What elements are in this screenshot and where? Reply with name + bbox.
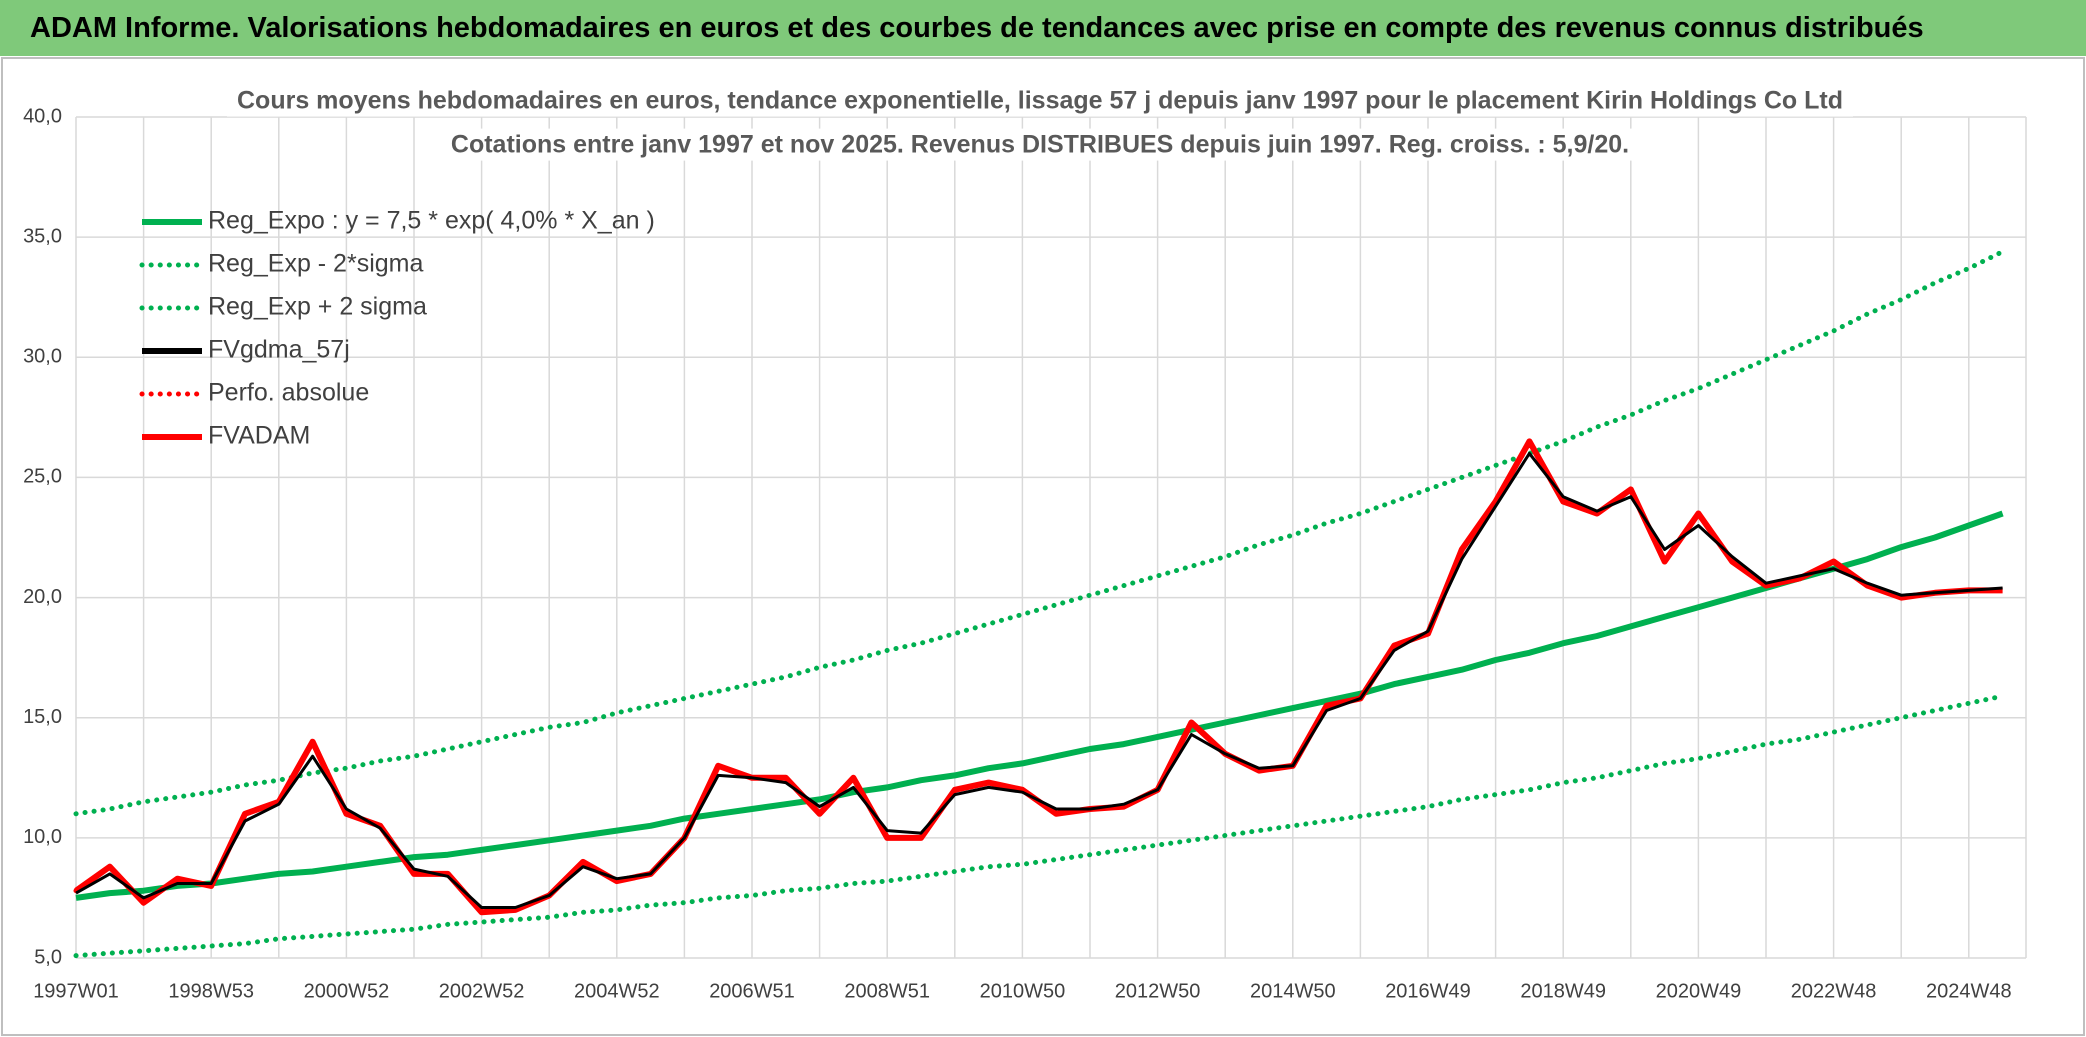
series-line: [75, 510, 2004, 901]
x-tick-label: 2016W49: [1385, 980, 1471, 1002]
x-tick-label: 1997W01: [33, 980, 119, 1002]
x-tick-label: 2018W49: [1520, 980, 1606, 1002]
legend-label: Perfo. absolue: [208, 379, 369, 407]
y-tick-label: 30,0: [23, 346, 62, 368]
x-tick-label: 2022W48: [1791, 980, 1877, 1002]
x-tick-label: 2008W51: [844, 980, 930, 1002]
x-tick-label: 2006W51: [709, 980, 795, 1002]
y-tick-label: 20,0: [23, 586, 62, 608]
y-tick-label: 15,0: [23, 706, 62, 728]
series-line: [75, 451, 2003, 909]
legend-label: Reg_Exp + 2 sigma: [208, 293, 427, 321]
series-line: [73, 249, 2006, 817]
x-tick-label: 2012W50: [1115, 980, 1201, 1002]
chart: 5,0 10,0 15,0 20,0 25,0 30,0 35,0 40,0 1997W01 19…: [1, 57, 2085, 1036]
chart-frame: [1, 57, 2085, 1036]
title-background: [227, 84, 1853, 117]
y-tick-label: 5,0: [34, 946, 62, 968]
x-tick-label: 2000W52: [304, 980, 390, 1002]
chart-title: Cours moyens hebdomadaires en euros, ten…: [237, 87, 1843, 115]
x-tick-label: 1998W53: [168, 980, 254, 1002]
header-bar: ADAM Informe. Valorisations hebdomadaire…: [0, 0, 2086, 56]
y-tick-label: 25,0: [23, 466, 62, 488]
series-line: [73, 693, 2006, 959]
x-tick-label: 2024W48: [1926, 980, 2012, 1002]
title-background: [440, 128, 1640, 161]
y-tick-label: 40,0: [23, 105, 62, 127]
x-tick-label: 2014W50: [1250, 980, 1336, 1002]
x-tick-label: 2002W52: [439, 980, 525, 1002]
header-title: ADAM Informe. Valorisations hebdomadaire…: [30, 12, 1924, 44]
x-tick-label: 2010W50: [980, 980, 1066, 1002]
x-tick-label: 2020W49: [1656, 980, 1742, 1002]
legend-label: Reg_Exp - 2*sigma: [208, 250, 423, 278]
legend-label: FVgdma_57j: [208, 336, 350, 364]
legend-label: Reg_Expo : y = 7,5 * exp( 4,0% * X_an ): [208, 207, 655, 235]
x-tick-label: 2004W52: [574, 980, 660, 1002]
legend-label: FVADAM: [208, 422, 310, 450]
chart-title: Cotations entre janv 1997 et nov 2025. R…: [451, 131, 1629, 159]
y-tick-label: 10,0: [23, 826, 62, 848]
y-tick-label: 35,0: [23, 225, 62, 247]
